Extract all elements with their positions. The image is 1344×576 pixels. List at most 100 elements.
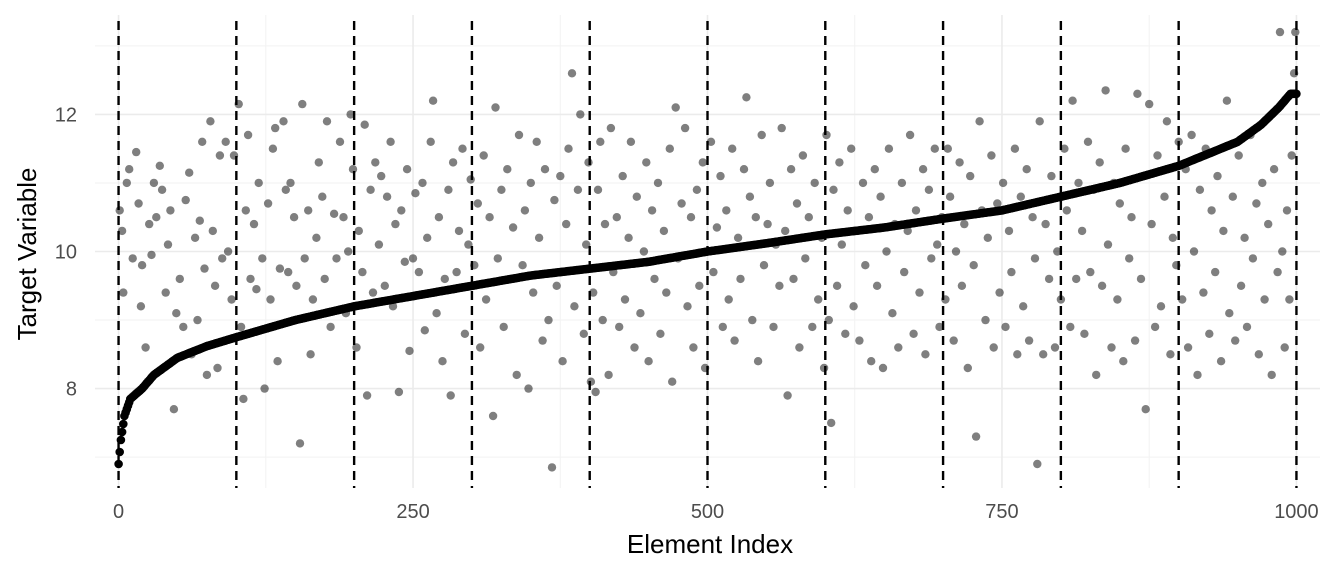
scatter-point: [671, 103, 680, 112]
y-axis-title: Target Variable: [12, 168, 42, 341]
scatter-point: [149, 178, 159, 188]
scatter-point: [905, 130, 915, 140]
scatter-point: [289, 213, 299, 222]
scatter-point: [1231, 336, 1240, 345]
scatter-point: [888, 309, 897, 318]
scatter-point: [1113, 295, 1122, 304]
scatter-point: [190, 233, 200, 242]
scatter-point: [1013, 350, 1022, 359]
scatter-point: [615, 322, 624, 332]
scatter-point: [792, 199, 802, 208]
scatter-point: [606, 123, 616, 133]
scatter-point: [1242, 322, 1252, 332]
scatter-point: [452, 267, 461, 277]
scatter-point: [1189, 247, 1199, 256]
x-axis-title: Element Index: [627, 529, 793, 559]
scatter-point: [975, 117, 984, 126]
scatter-point: [1273, 267, 1282, 277]
scatter-point: [1072, 274, 1081, 284]
scatter-point: [1077, 226, 1087, 236]
scatter-point: [909, 329, 918, 338]
scatter-point: [298, 99, 307, 109]
scatter-point: [391, 219, 400, 229]
scatter-point: [864, 213, 874, 222]
scatter-point: [730, 336, 739, 345]
scatter-point: [281, 185, 290, 194]
scatter-point: [556, 171, 565, 181]
scatter-point: [428, 96, 438, 105]
scatter-point: [172, 309, 181, 318]
scatter-point: [596, 137, 605, 146]
scatter-point: [1133, 89, 1142, 99]
scatter-point: [653, 178, 663, 188]
scatter-point: [665, 144, 674, 153]
scatter-point: [733, 233, 743, 242]
scatter-point: [518, 261, 527, 270]
scatter-point: [1258, 178, 1267, 188]
scatter-point: [529, 288, 538, 297]
scatter-point: [584, 158, 593, 167]
scatter-point: [1193, 370, 1202, 380]
scatter-point: [263, 199, 273, 208]
scatter-point: [540, 165, 550, 174]
scatter-point: [485, 213, 494, 222]
scatter-point: [1074, 178, 1083, 188]
scatter-point: [1236, 281, 1246, 290]
scatter-point: [759, 261, 769, 270]
scatter-point: [814, 295, 823, 304]
scatter-point: [1145, 99, 1154, 109]
scatter-point: [354, 226, 363, 236]
curve-point: [114, 459, 123, 469]
scatter-point: [567, 69, 577, 78]
scatter-point: [1007, 267, 1016, 277]
scatter-point: [1153, 151, 1162, 160]
scatter-point: [600, 219, 610, 229]
scatter-point: [1280, 343, 1289, 352]
scatter-point: [1275, 27, 1285, 37]
scatter-point: [763, 219, 772, 229]
scatter-point: [488, 411, 498, 421]
scatter-point: [586, 377, 596, 386]
scatter-point: [728, 144, 737, 153]
scatter-point: [314, 158, 323, 167]
scatter-point: [624, 233, 633, 242]
scatter-point: [414, 267, 424, 277]
scatter-point: [374, 240, 384, 249]
scatter-point: [769, 322, 778, 332]
scatter-point: [966, 171, 975, 181]
scatter-point: [318, 192, 327, 201]
scatter-point: [402, 165, 412, 174]
scatter-point: [1289, 69, 1299, 78]
scatter-point: [134, 199, 143, 208]
scatter-point: [1264, 219, 1273, 229]
scatter-point: [128, 254, 137, 263]
x-tick-label: 500: [691, 501, 724, 523]
scatter-point: [117, 226, 127, 236]
scatter-point: [745, 192, 755, 201]
scatter-point: [125, 165, 134, 174]
scatter-point: [275, 264, 285, 273]
scatter-point: [362, 391, 372, 400]
scatter-point: [724, 295, 733, 304]
scatter-point: [358, 267, 367, 277]
scatter-point: [1103, 240, 1113, 249]
scatter-point: [208, 226, 217, 236]
scatter-point: [273, 357, 282, 366]
scatter-point: [915, 288, 924, 297]
y-tick-label: 8: [66, 379, 77, 401]
scatter-point: [181, 195, 190, 205]
scatter-point: [223, 247, 233, 256]
curve-point: [115, 447, 124, 457]
scatter-point: [700, 363, 710, 373]
scatter-point: [677, 199, 686, 208]
scatter-point: [927, 254, 936, 263]
scatter-point: [1166, 350, 1175, 359]
scatter-point: [1068, 96, 1077, 105]
scatter-point: [229, 151, 239, 160]
scatter-point: [1199, 288, 1208, 297]
scatter-point: [1095, 158, 1104, 167]
scatter-point: [576, 110, 585, 119]
scatter-point: [320, 274, 329, 284]
scatter-point: [933, 240, 942, 249]
